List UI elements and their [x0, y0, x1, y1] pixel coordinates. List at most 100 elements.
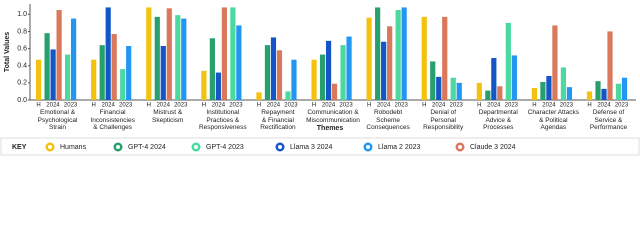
legend-label: GPT-4 2023 — [206, 144, 244, 151]
bar — [146, 7, 152, 100]
group-label: H — [312, 103, 316, 109]
legend-icon — [366, 145, 370, 149]
bar — [201, 70, 207, 100]
group-label: 2023 — [505, 103, 519, 109]
group-label: 2024 — [542, 103, 556, 109]
group-label: 2024 — [46, 103, 60, 109]
bar — [126, 46, 132, 100]
bar — [111, 34, 117, 100]
group-label: 2023 — [64, 103, 78, 109]
category-label: Repayment & Financial Rectification — [260, 109, 296, 131]
group-label: 2024 — [212, 103, 226, 109]
bar — [442, 16, 448, 100]
bar — [264, 45, 271, 100]
bar — [560, 67, 567, 100]
bar — [430, 61, 436, 100]
group-label: 2024 — [487, 103, 501, 109]
legend-icon — [48, 145, 52, 149]
bar — [175, 15, 181, 100]
bar — [366, 17, 372, 100]
bar — [511, 55, 517, 100]
bar — [331, 83, 338, 100]
bar — [311, 59, 317, 100]
bar — [325, 40, 332, 100]
group-label: H — [36, 103, 40, 109]
bar — [256, 92, 262, 100]
bar — [50, 49, 56, 100]
bar — [56, 10, 62, 100]
group-label: H — [422, 103, 426, 109]
y-tick-label: 0.0 — [17, 97, 27, 104]
group-label: 2023 — [174, 103, 188, 109]
bar — [607, 31, 613, 100]
bar — [540, 82, 546, 100]
category-label: Denial of Personal Responsibility — [423, 109, 464, 131]
group-label: 2024 — [267, 103, 281, 109]
bar — [71, 18, 77, 101]
bar — [285, 91, 291, 100]
group-label: H — [532, 103, 536, 109]
category-label: Emotional & Psychological Strain — [37, 109, 78, 131]
bar — [566, 87, 573, 100]
bar — [531, 88, 538, 100]
group-label: H — [367, 103, 371, 109]
group-label: 2023 — [560, 103, 574, 109]
bar — [485, 90, 491, 100]
group-label: 2024 — [102, 103, 116, 109]
bar — [154, 16, 160, 100]
y-tick-label: 0.4 — [17, 63, 27, 70]
bar — [209, 38, 215, 100]
bar — [319, 54, 326, 100]
group-label: H — [147, 103, 151, 109]
bar — [621, 77, 628, 100]
category-label: Defense of Service & Performance — [589, 109, 628, 131]
group-label: 2023 — [450, 103, 464, 109]
category-label: Mistrust & Skepticism — [152, 109, 184, 124]
group-label: H — [587, 103, 591, 109]
bar — [595, 81, 601, 100]
group-label: 2023 — [119, 103, 133, 109]
bar — [381, 41, 387, 100]
bar — [615, 83, 622, 100]
y-axis-label: Total Values — [4, 32, 11, 72]
y-tick-label: 1.0 — [17, 11, 27, 18]
bar — [491, 58, 497, 100]
legend-icon — [278, 145, 282, 149]
group-label: 2023 — [339, 103, 353, 109]
bar — [497, 86, 503, 100]
bar — [91, 59, 97, 100]
legend-box — [0, 137, 640, 156]
bar — [230, 7, 236, 100]
bar — [105, 7, 111, 100]
category-label: Character Attacks & Political Agendas — [527, 109, 580, 131]
bar — [476, 82, 482, 100]
bar — [395, 10, 401, 100]
category-label: Robodebt Scheme Consequences — [366, 109, 410, 131]
bar — [346, 36, 352, 100]
legend-icon — [194, 145, 198, 149]
y-tick-label: 0.6 — [17, 45, 27, 52]
bar — [44, 33, 50, 101]
group-label: 2024 — [597, 103, 611, 109]
group-label: H — [477, 103, 481, 109]
y-tick-label: 0.8 — [17, 28, 27, 35]
x-axis-label: Themes — [317, 125, 344, 132]
bar — [166, 8, 172, 101]
bar — [215, 72, 221, 100]
legend-label: Llama 3 2024 — [290, 144, 333, 151]
chart: Total Values Themes KEY 0.0 0.2 0.4 0.6 0.8 1… — [0, 4, 640, 156]
bar — [270, 37, 277, 100]
bar — [601, 88, 607, 100]
group-label: 2024 — [377, 103, 391, 109]
group-label: 2023 — [615, 103, 629, 109]
bar — [276, 50, 283, 100]
bar — [387, 26, 393, 101]
group-label: 2024 — [322, 103, 336, 109]
group-label: 2023 — [284, 103, 298, 109]
category-label: Communication & Miscommunication — [306, 109, 360, 124]
bar — [99, 45, 105, 100]
bar — [120, 69, 126, 100]
group-label: 2023 — [229, 103, 243, 109]
bar — [456, 82, 462, 100]
bar — [340, 45, 346, 100]
